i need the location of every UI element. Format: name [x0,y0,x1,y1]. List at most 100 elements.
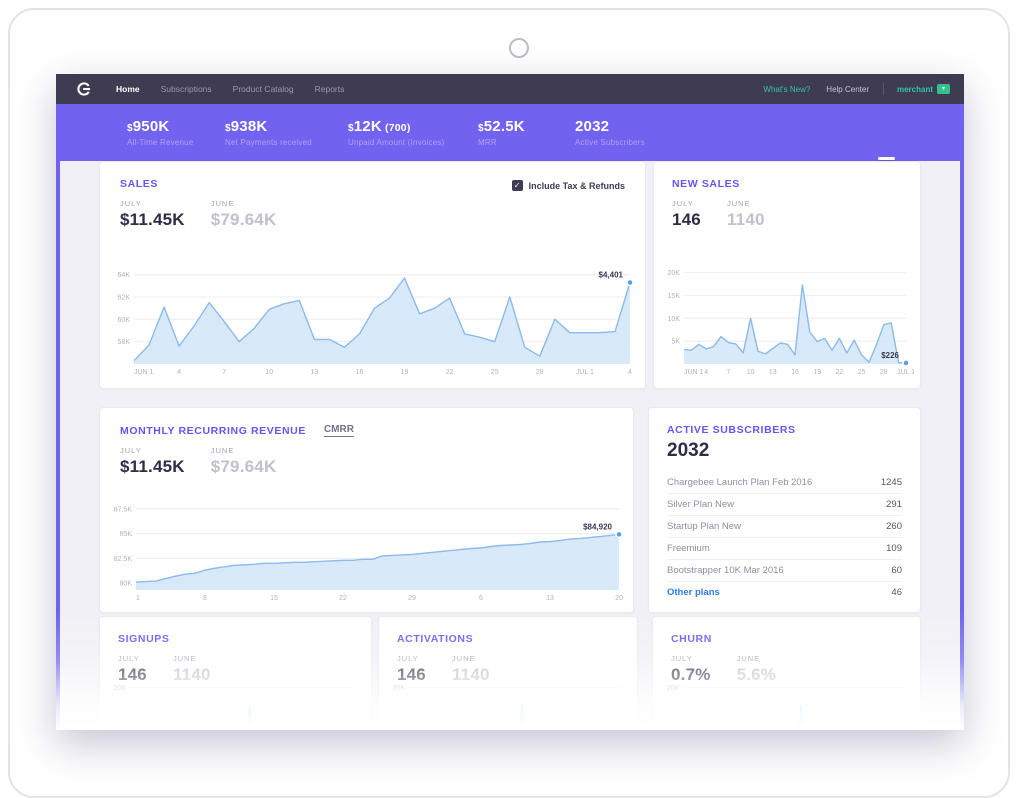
sales-values: JULY $11.45K JUNE $79.64K [120,199,625,230]
svg-text:20K: 20K [114,685,127,692]
svg-text:22: 22 [836,369,844,376]
stat-label: Unpaid Amount (Invoices) [348,138,445,147]
plan-count: 291 [886,499,902,510]
activations-card: ACTIVATIONS JULY 146 JUNE 1140 5K10K15K2… [379,617,637,730]
stat-label: Net Payments received [225,138,312,147]
june-label: JUNE [210,446,235,455]
plan-name: Freemium [667,543,710,554]
july-label: JULY [671,654,693,663]
plan-row: Other plans 46 [667,581,902,603]
stats-bar: $950K All-Time Revenue $938K Net Payment… [56,104,964,165]
new-sales-card: NEW SALES JULY 146 JUNE 1140 5K 10K 15K 20K… [654,162,920,388]
plan-row: Bootstrapper 10K Mar 2016 60 [667,559,902,581]
svg-text:10K: 10K [668,316,681,323]
svg-text:22: 22 [339,595,347,602]
activations-card-title: ACTIVATIONS [397,633,474,645]
svg-text:58K: 58K [118,339,131,346]
whats-new-link[interactable]: What's New? [763,84,811,94]
plan-row: Chargebee Launch Plan Feb 2016 1245 [667,471,902,493]
tab-cmrr[interactable]: CMRR [323,424,354,437]
plan-name: Bootstrapper 10K Mar 2016 [667,565,784,576]
stat-currency: $ [348,123,354,134]
help-center-link[interactable]: Help Center [826,84,869,94]
stat-all-time-revenue: $950K All-Time Revenue [127,118,193,147]
churn-card-title: CHURN [671,633,712,645]
checkbox-label: Include Tax & Refunds [528,180,625,191]
plan-count: 46 [891,587,902,598]
july-value: 146 [672,210,701,229]
svg-text:4: 4 [177,369,181,376]
other-plans-link[interactable]: Other plans [667,587,720,598]
plan-name: Chargebee Launch Plan Feb 2016 [667,476,813,488]
nav-item-home[interactable]: Home [116,84,140,94]
svg-text:4: 4 [704,369,708,376]
stat-label: MRR [478,138,497,147]
dashboard-screen: Home Subscriptions Product Catalog Repor… [56,74,964,730]
merchant-chevron-down-icon [937,84,950,94]
july-label: JULY [397,654,419,663]
sales-card: SALES Include Tax & Refunds JULY $11.45K… [100,162,645,388]
mrr-area-chart: 80K 82.5K 85K 87.5K 1 8 15 22 29 6 13 20 $84,920 [114,506,623,602]
mrr-card-title: MONTHLY RECURRING REVENUE [120,425,306,437]
svg-text:8: 8 [203,595,207,602]
camera-icon [509,38,529,58]
signups-card-title: SIGNUPS [118,633,170,645]
plan-row: Silver Plan New 291 [667,493,902,515]
svg-text:15K: 15K [114,718,127,725]
svg-text:15K: 15K [393,718,406,725]
new-sales-area-chart: 5K 10K 15K 20K JUN 1 4 7 10 13 16 19 22 25 28 JUL 1 $22… [668,270,914,376]
stat-net-payments: $938K Net Payments received [225,118,312,147]
stat-active-subscribers: 2032 Active Subscribers [575,118,645,147]
svg-text:20K: 20K [393,685,406,692]
stat-label: All-Time Revenue [127,138,194,147]
june-label: JUNE [210,199,235,208]
include-tax-refunds-toggle[interactable]: Include Tax & Refunds [511,180,625,191]
svg-text:$4,401: $4,401 [599,271,624,280]
june-label: JUNE [172,654,197,663]
checkbox-checked-icon[interactable] [511,180,523,191]
svg-text:13: 13 [311,369,319,376]
stat-value: 2032 [575,118,610,135]
merchant-menu[interactable]: merchant [897,84,950,94]
svg-text:JUL 1: JUL 1 [576,369,594,376]
svg-text:16: 16 [356,369,364,376]
stat-currency: $ [127,123,133,134]
svg-text:6: 6 [479,595,483,602]
stat-suffix: (700) [381,122,411,134]
june-value: $79.64K [210,457,277,476]
svg-text:82.5K: 82.5K [114,556,133,563]
svg-text:$226: $226 [881,351,899,360]
svg-text:87.5K: 87.5K [114,506,133,513]
svg-text:28: 28 [536,369,544,376]
svg-text:1: 1 [136,595,140,602]
july-label: JULY [118,654,140,663]
nav-item-product-catalog[interactable]: Product Catalog [232,84,294,94]
svg-text:JUL 1: JUL 1 [897,369,914,376]
stat-currency: $ [225,123,231,134]
active-subscribers-card: ACTIVE SUBSCRIBERS 2032 Chargebee Launch… [649,408,920,612]
plan-count: 1245 [880,476,902,488]
svg-text:60K: 60K [118,317,131,324]
nav-item-reports[interactable]: Reports [314,84,345,94]
june-value: 1140 [726,210,765,229]
stat-value: 950K [132,118,170,135]
june-label: JUNE [726,199,751,208]
svg-text:10: 10 [747,369,755,376]
svg-text:10: 10 [265,369,273,376]
nav-item-subscriptions[interactable]: Subscriptions [160,84,212,94]
svg-text:29: 29 [408,595,416,602]
svg-text:13: 13 [769,369,777,376]
svg-text:$84,920: $84,920 [583,522,612,531]
chargebee-logo-icon [77,82,91,96]
svg-text:15K: 15K [667,718,680,725]
svg-text:80K: 80K [120,581,133,588]
svg-text:25: 25 [858,369,866,376]
mrr-card: MONTHLY RECURRING REVENUE CMRR JULY $11.… [100,408,633,612]
svg-text:64K: 64K [118,272,131,279]
stat-currency: $ [478,123,484,134]
plan-name: Silver Plan New [667,499,735,510]
